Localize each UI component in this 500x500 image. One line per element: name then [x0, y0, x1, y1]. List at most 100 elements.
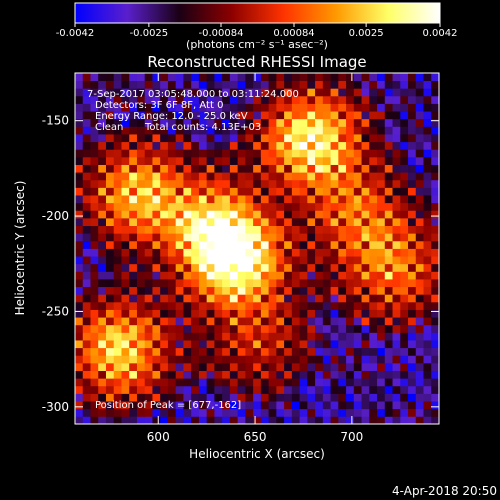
heatmap-cell	[113, 324, 122, 333]
heatmap-cell	[198, 126, 208, 135]
heatmap-cell	[229, 134, 239, 143]
heatmap-cell	[214, 118, 223, 127]
heatmap-cell	[113, 73, 122, 82]
heatmap-cell	[369, 279, 378, 288]
heatmap-cell	[144, 309, 153, 318]
heatmap-cell	[369, 134, 378, 143]
heatmap-cell	[105, 401, 115, 410]
heatmap-cell	[121, 126, 130, 135]
heatmap-cell	[392, 370, 401, 379]
heatmap-cell	[82, 370, 91, 379]
heatmap-cell	[214, 134, 223, 143]
heatmap-cell	[415, 95, 424, 104]
heatmap-cell	[330, 324, 339, 333]
heatmap-cell	[136, 172, 146, 181]
heatmap-cell	[353, 179, 362, 188]
heatmap-cell	[431, 309, 440, 318]
heatmap-cell	[315, 378, 324, 387]
heatmap-cell	[191, 263, 200, 272]
heatmap-cell	[260, 111, 270, 120]
heatmap-cell	[191, 156, 200, 165]
heatmap-cell	[198, 149, 208, 158]
heatmap-cell	[322, 393, 331, 402]
heatmap-cell	[90, 103, 99, 112]
heatmap-cell	[144, 126, 153, 135]
heatmap-cell	[191, 111, 200, 120]
heatmap-cell	[90, 324, 99, 333]
heatmap-cell	[353, 156, 362, 165]
heatmap-cell	[315, 73, 324, 82]
heatmap-cell	[82, 271, 91, 280]
heatmap-cell	[167, 256, 177, 265]
heatmap-cell	[98, 286, 107, 295]
heatmap-cell	[284, 286, 293, 295]
heatmap-cell	[392, 217, 401, 227]
heatmap-cell	[90, 256, 99, 265]
heatmap-cell	[98, 172, 107, 181]
heatmap-cell	[377, 271, 386, 280]
heatmap-cell	[105, 164, 115, 173]
heatmap-cell	[175, 393, 184, 402]
heatmap-cell	[346, 256, 355, 265]
heatmap-cell	[191, 401, 200, 410]
heatmap-cell	[338, 332, 347, 341]
heatmap-cell	[160, 340, 169, 349]
heatmap-cell	[361, 385, 370, 394]
heatmap-cell	[315, 134, 324, 143]
heatmap-cell	[222, 202, 231, 211]
heatmap-cell	[415, 164, 424, 173]
heatmap-cell	[276, 271, 285, 280]
heatmap-cell	[307, 393, 316, 402]
heatmap-cell	[98, 111, 107, 120]
heatmap-cell	[222, 256, 231, 265]
heatmap-cell	[284, 179, 293, 188]
heatmap-cell	[346, 118, 355, 127]
heatmap-cell	[183, 286, 192, 295]
heatmap-cell	[152, 172, 161, 181]
heatmap-cell	[353, 248, 362, 257]
heatmap-cell	[299, 111, 308, 120]
heatmap-cell	[113, 88, 122, 97]
heatmap-cell	[105, 88, 115, 97]
heatmap-cell	[322, 309, 331, 318]
heatmap-cell	[276, 233, 285, 242]
heatmap-cell	[392, 408, 401, 417]
heatmap-cell	[229, 256, 239, 265]
heatmap-cell	[253, 408, 262, 417]
heatmap-cell	[384, 111, 393, 120]
heatmap-cell	[245, 279, 254, 288]
heatmap-cell	[206, 301, 215, 310]
heatmap-cell	[284, 210, 293, 219]
heatmap-cell	[260, 385, 270, 394]
heatmap-cell	[152, 233, 161, 242]
heatmap-cell	[167, 88, 177, 97]
heatmap-cell	[353, 233, 362, 242]
heatmap-cell	[384, 202, 393, 211]
heatmap-cell	[229, 393, 239, 402]
heatmap-cell	[392, 240, 401, 249]
heatmap-cell	[129, 370, 138, 379]
heatmap-cell	[152, 103, 161, 112]
heatmap-cell	[191, 286, 200, 295]
heatmap-cell	[253, 385, 262, 394]
heatmap-cell	[105, 210, 115, 219]
heatmap-cell	[415, 240, 424, 249]
heatmap-cell	[206, 73, 215, 82]
heatmap-cell	[408, 355, 417, 364]
heatmap-cell	[408, 370, 417, 379]
heatmap-cell	[299, 195, 308, 204]
heatmap-cell	[307, 233, 316, 242]
heatmap-cell	[276, 103, 285, 112]
heatmap-cell	[299, 73, 308, 82]
heatmap-cell	[206, 340, 215, 349]
heatmap-cell	[214, 187, 223, 196]
heatmap-cell	[276, 279, 285, 288]
heatmap-cell	[291, 149, 300, 158]
heatmap-cell	[361, 187, 370, 196]
heatmap-cell	[167, 401, 177, 410]
heatmap-cell	[253, 378, 262, 387]
heatmap-cell	[167, 172, 177, 181]
heatmap-cell	[245, 118, 254, 127]
heatmap-cell	[268, 172, 277, 181]
heatmap-cell	[144, 195, 153, 204]
